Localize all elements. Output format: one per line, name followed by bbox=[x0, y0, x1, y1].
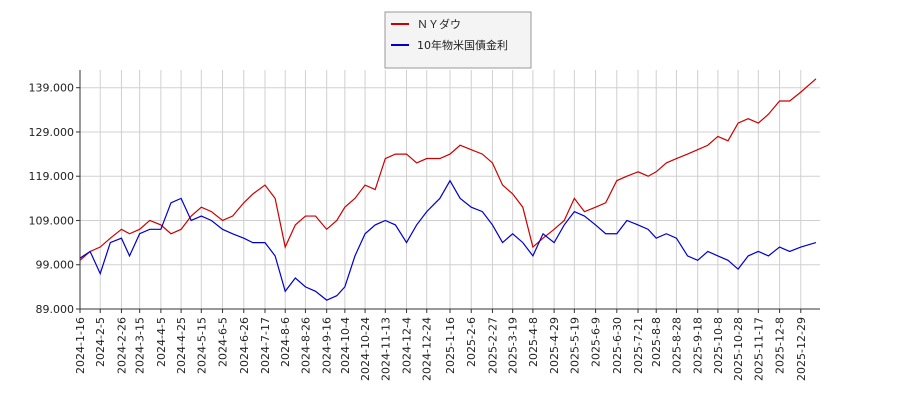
x-tick-label: 2025-12-8 bbox=[774, 317, 787, 374]
x-tick-label: 2024-4-25 bbox=[175, 317, 188, 374]
x-tick-label: 2025-10-8 bbox=[712, 317, 725, 374]
x-tick-label: 2025-3-19 bbox=[507, 317, 520, 374]
legend-label: ＮＹダウ bbox=[417, 17, 461, 31]
x-tick-label: 2024-10-24 bbox=[359, 317, 372, 381]
series-line bbox=[79, 179, 817, 301]
x-tick-label: 2025-4-8 bbox=[527, 317, 540, 367]
x-tick-label: 2025-10-28 bbox=[732, 317, 745, 381]
x-tick-label: 2024-8-26 bbox=[299, 317, 312, 374]
x-tick-label: 2024-2-26 bbox=[115, 317, 128, 374]
x-tick-label: 2025-4-29 bbox=[548, 317, 561, 374]
x-tick-label: 2024-7-17 bbox=[259, 317, 272, 374]
x-tick-label: 2025-11-17 bbox=[752, 317, 765, 381]
x-tick-label: 2024-5-15 bbox=[195, 317, 208, 374]
x-tick-label: 2025-6-30 bbox=[611, 317, 624, 374]
series-line bbox=[79, 78, 817, 261]
x-tick-label: 2025-5-19 bbox=[568, 317, 581, 374]
x-tick-label: 2025-2-6 bbox=[465, 317, 478, 367]
y-tick-label: 129.000 bbox=[29, 126, 75, 139]
x-tick-label: 2024-2-5 bbox=[94, 317, 107, 367]
x-tick-label: 2025-7-21 bbox=[632, 317, 645, 374]
x-tick-label: 2025-9-18 bbox=[692, 317, 705, 374]
y-tick-label: 139.000 bbox=[29, 82, 75, 95]
y-tick-label: 89.000 bbox=[36, 303, 75, 316]
x-tick-label: 2024-4-5 bbox=[155, 317, 168, 367]
x-tick-label: 2024-11-13 bbox=[379, 317, 392, 381]
x-tick-label: 2024-10-4 bbox=[339, 317, 352, 374]
x-tick-label: 2024-12-4 bbox=[401, 317, 414, 374]
x-tick-label: 2024-1-16 bbox=[74, 317, 87, 374]
x-tick-label: 2024-6-26 bbox=[238, 317, 251, 374]
x-tick-label: 2024-3-15 bbox=[134, 317, 147, 374]
x-tick-label: 2024-6-5 bbox=[217, 317, 230, 367]
x-tick-label: 2025-6-9 bbox=[590, 317, 603, 367]
x-tick-label: 2025-2-27 bbox=[486, 317, 499, 374]
x-tick-label: 2025-12-29 bbox=[795, 317, 808, 381]
y-tick-label: 109.000 bbox=[29, 214, 75, 227]
x-tick-label: 2025-8-8 bbox=[650, 317, 663, 367]
legend-label: 10年物米国債金利 bbox=[417, 38, 508, 52]
y-tick-label: 119.000 bbox=[29, 170, 75, 183]
y-tick-label: 99.000 bbox=[36, 259, 75, 272]
x-tick-label: 2024-9-16 bbox=[321, 317, 334, 374]
x-tick-label: 2024-8-6 bbox=[279, 317, 292, 367]
legend-box bbox=[384, 11, 532, 69]
x-tick-label: 2025-8-28 bbox=[670, 317, 683, 374]
x-tick-label: 2025-1-16 bbox=[444, 317, 457, 374]
x-tick-label: 2024-12-24 bbox=[421, 317, 434, 381]
legend: ＮＹダウ 10年物米国債金利 bbox=[384, 11, 532, 69]
